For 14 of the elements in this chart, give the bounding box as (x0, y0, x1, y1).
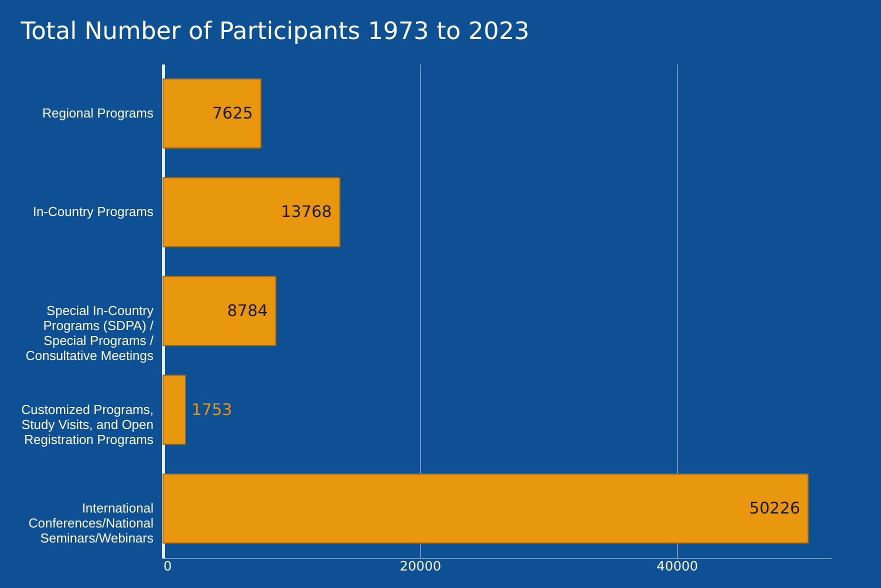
y-tick-label: International Conferences/National Seminars/Webinars (28, 500, 154, 546)
x-tick-label: 0 (164, 560, 172, 574)
x-tick-label: 40000 (656, 560, 698, 574)
data-label: 7625 (212, 103, 253, 122)
chart-title: Total Number of Participants 1973 to 2023 (20, 17, 530, 45)
x-tick-label: 20000 (400, 560, 442, 574)
data-label: 1753 (192, 400, 232, 419)
y-tick-label: Regional Programs (42, 105, 154, 120)
data-label: 50226 (749, 498, 800, 518)
y-tick-label: In-Country Programs (32, 204, 154, 220)
y-tick-label: Customized Programs, Study Visits, and Open Registration Programs (21, 402, 154, 447)
data-label: 8784 (227, 301, 268, 320)
data-label: 13768 (280, 202, 332, 222)
y-tick-label: Special In-Country Programs (SDPA) / Special Programs / Consultative Meetings (26, 303, 154, 363)
